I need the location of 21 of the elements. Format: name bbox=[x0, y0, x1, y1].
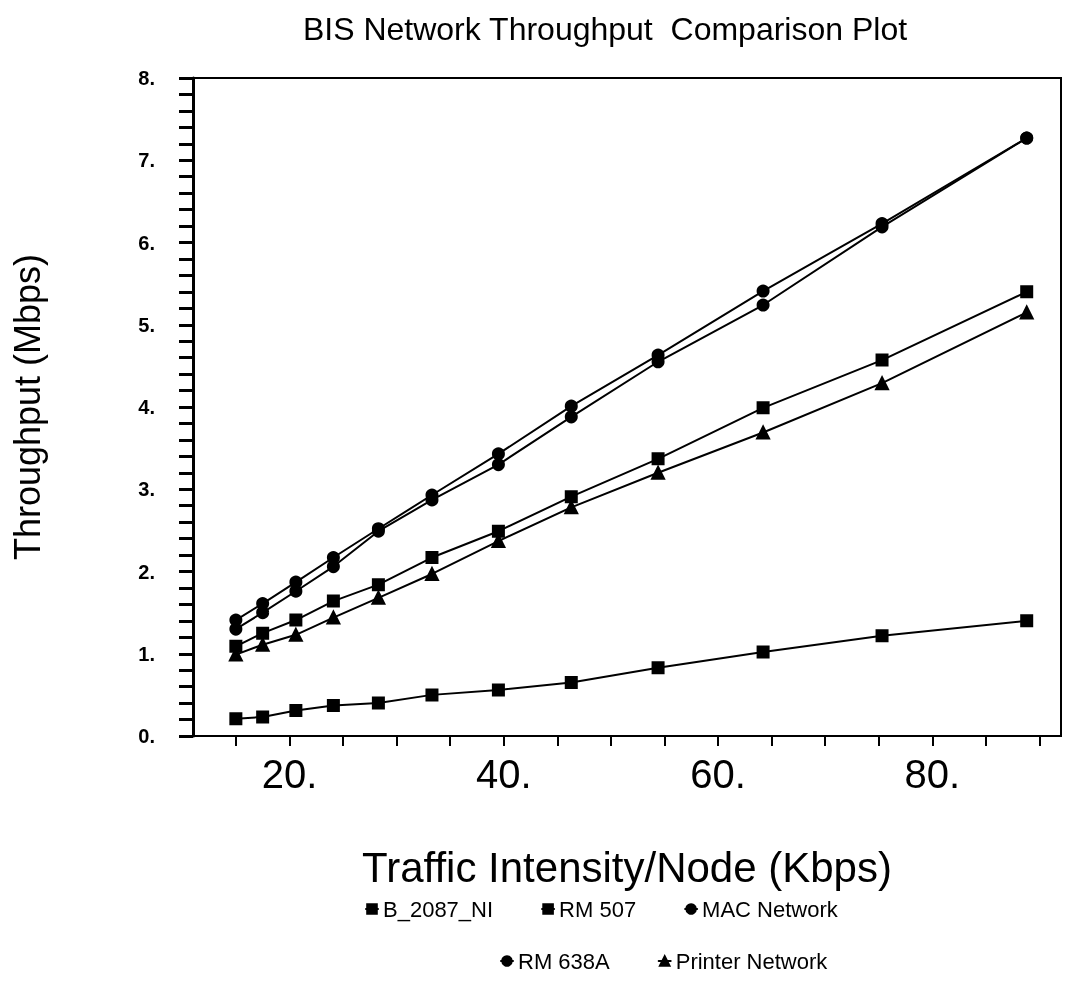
y-tick-label: 6. bbox=[138, 231, 155, 254]
y-tick-label: 8. bbox=[138, 67, 155, 89]
x-tick-label: 60. bbox=[690, 752, 746, 796]
legend-label: RM 638A bbox=[518, 948, 611, 974]
y-tick-label: 1. bbox=[138, 642, 155, 665]
y-tick-label: 7. bbox=[138, 149, 155, 172]
legend-label: RM 507 bbox=[559, 896, 637, 922]
y-axis-title: Throughput (Mbps) bbox=[6, 253, 48, 561]
x-tick-label: 40. bbox=[475, 752, 532, 796]
x-tick-label: 80. bbox=[904, 752, 961, 796]
y-tick-label: 5. bbox=[138, 313, 155, 336]
legend-label: B_2087_NI bbox=[383, 896, 494, 922]
legend-label: Printer Network bbox=[675, 948, 829, 974]
legend-label: MAC Network bbox=[702, 896, 839, 922]
y-tick-label: 0. bbox=[138, 725, 155, 747]
x-axis-title: Traffic Intensity/Node (Kbps) bbox=[362, 843, 892, 891]
chart-title: BIS Network Throughput Comparison Plot bbox=[302, 11, 908, 47]
y-tick-label: 3. bbox=[138, 478, 155, 501]
x-tick-label: 20. bbox=[261, 752, 318, 796]
y-tick-label: 2. bbox=[138, 560, 155, 583]
y-tick-label: 4. bbox=[138, 396, 155, 418]
